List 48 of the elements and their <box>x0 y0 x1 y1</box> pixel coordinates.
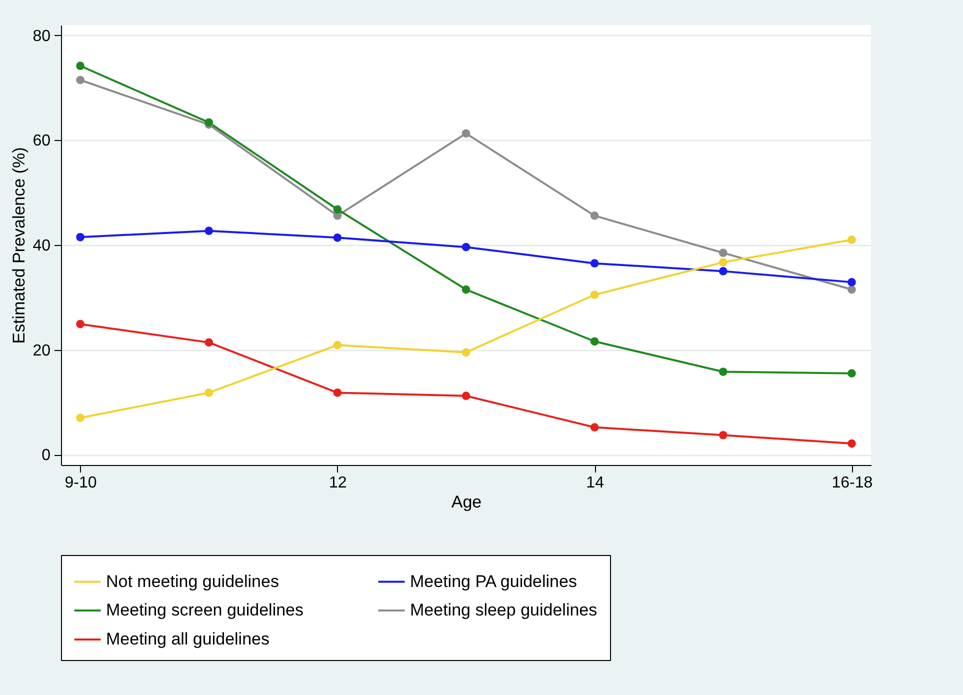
x-axis-title: Age <box>451 492 482 512</box>
point <box>718 258 728 266</box>
point <box>848 439 856 448</box>
point <box>76 232 84 242</box>
legend-label: Meeting sleep guidelines <box>410 600 598 620</box>
point <box>204 226 214 236</box>
point <box>848 285 856 294</box>
y-tick-label: 20 <box>32 342 51 360</box>
point <box>462 285 470 294</box>
point <box>462 129 470 138</box>
legend-label: Meeting all guidelines <box>106 630 270 648</box>
y-tick-label: 0 <box>42 447 51 464</box>
legend-label: Meeting screen guidelines <box>106 600 304 620</box>
point <box>718 430 728 440</box>
point <box>462 348 470 357</box>
y-tick-label: 40 <box>32 238 51 254</box>
point <box>333 233 342 242</box>
legend-label: Not meeting guidelines <box>106 572 279 591</box>
point <box>590 290 599 299</box>
x-tick-label: 16-18 <box>832 474 873 492</box>
point <box>76 62 84 70</box>
y-axis-title: Estimated Prevalence (%) <box>10 147 29 344</box>
legend-label: Meeting PA guidelines <box>410 572 577 591</box>
x-tick-label: 14 <box>586 474 604 492</box>
x-tick-label: 9-10 <box>64 474 97 492</box>
point <box>76 76 84 84</box>
point <box>333 340 342 350</box>
point <box>718 267 728 276</box>
point <box>204 338 214 347</box>
point <box>848 236 856 244</box>
point <box>718 248 728 258</box>
point <box>848 278 856 286</box>
point <box>718 368 728 376</box>
point <box>76 414 84 422</box>
point <box>590 259 599 268</box>
point <box>204 388 214 397</box>
point <box>333 388 342 397</box>
point <box>590 337 599 346</box>
point <box>848 369 856 378</box>
y-tick-label: 80 <box>32 28 51 45</box>
point <box>333 205 342 214</box>
point <box>462 242 470 252</box>
y-tick-label: 60 <box>32 132 51 150</box>
point <box>462 392 470 400</box>
x-tick-label: 12 <box>329 474 347 492</box>
point <box>590 423 599 432</box>
point <box>590 211 599 220</box>
point <box>76 320 84 328</box>
